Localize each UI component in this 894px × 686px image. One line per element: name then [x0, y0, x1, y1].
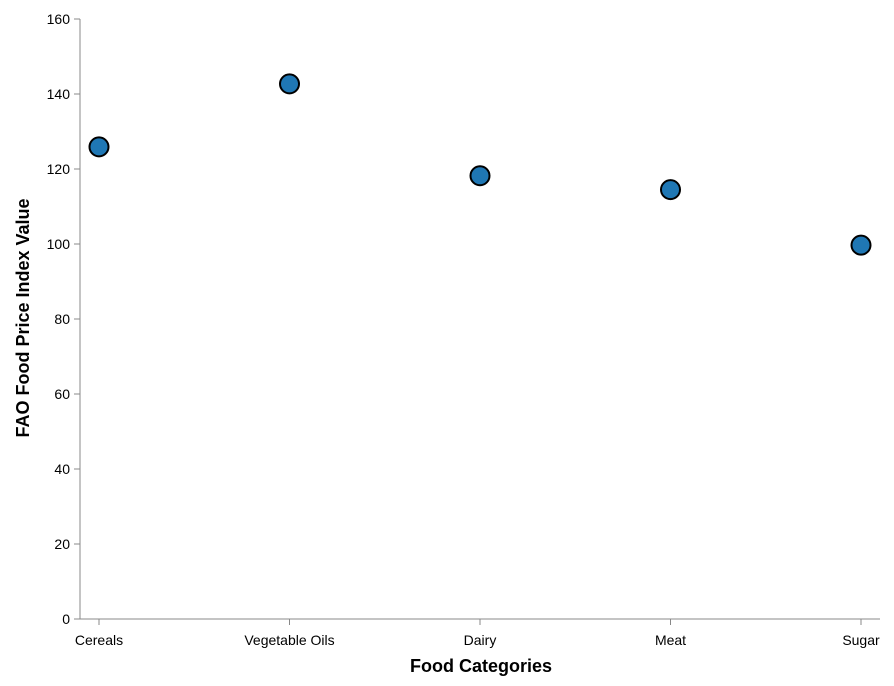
y-tick-label: 20 — [54, 536, 70, 552]
x-axis-title: Food Categories — [410, 656, 552, 676]
y-tick-label: 100 — [47, 236, 71, 252]
y-tick-label: 0 — [62, 611, 70, 627]
y-tick-label: 80 — [54, 311, 70, 327]
y-tick-label: 40 — [54, 461, 70, 477]
data-points — [88, 73, 872, 256]
data-point[interactable] — [88, 136, 110, 158]
x-tick-label: Dairy — [464, 632, 497, 648]
x-axis: Cereals Vegetable Oils Dairy Meat Sugar — [75, 618, 880, 648]
data-point[interactable] — [469, 165, 491, 187]
y-axis: 0 20 40 60 80 100 120 140 160 — [47, 11, 81, 627]
y-tick-label: 160 — [47, 11, 71, 27]
y-tick-label: 60 — [54, 386, 70, 402]
x-tick-label: Meat — [655, 632, 686, 648]
x-tick-label: Sugar — [842, 632, 880, 648]
y-axis-title: FAO Food Price Index Value — [13, 198, 33, 437]
data-point[interactable] — [660, 179, 681, 201]
data-point[interactable] — [279, 73, 300, 95]
y-tick-label: 120 — [47, 161, 71, 177]
x-tick-label: Cereals — [75, 632, 123, 648]
y-tick-label: 140 — [47, 86, 71, 102]
x-tick-label: Vegetable Oils — [244, 632, 334, 648]
data-point[interactable] — [850, 234, 872, 256]
